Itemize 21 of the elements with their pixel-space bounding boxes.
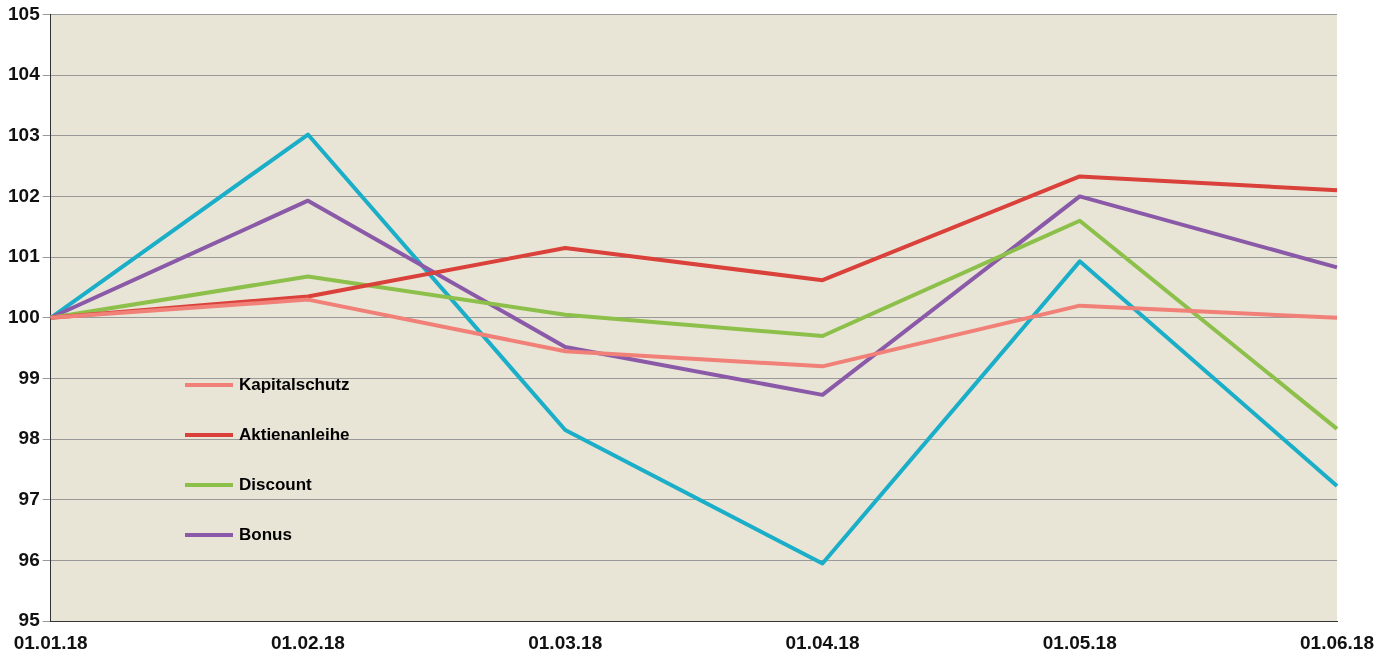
- y-tick-label: 98: [18, 427, 40, 449]
- y-tick-label: 102: [8, 184, 40, 206]
- y-tick-label: 104: [8, 63, 41, 85]
- legend-label: Bonus: [239, 525, 292, 545]
- legend-label: Aktienanleihe: [239, 425, 350, 445]
- y-tick-label: 105: [8, 2, 41, 24]
- y-tick-label: 99: [18, 366, 40, 388]
- y-tick-label: 100: [8, 306, 40, 328]
- legend-label: Discount: [239, 475, 312, 495]
- legend-label: Kapitalschutz: [239, 375, 350, 395]
- y-tick-label: 103: [8, 123, 40, 145]
- x-tick-label: 01.01.18: [13, 631, 88, 653]
- y-tick-label: 97: [18, 488, 40, 510]
- y-tick-label: 101: [8, 245, 41, 267]
- x-tick-label: 01.03.18: [528, 631, 603, 653]
- x-tick-label: 01.06.18: [1300, 631, 1374, 653]
- y-tick-label: 95: [18, 609, 41, 631]
- y-tick-label: 96: [18, 548, 40, 570]
- x-tick-label: 01.04.18: [785, 631, 860, 653]
- x-tick-label: 01.05.18: [1042, 631, 1117, 653]
- x-tick-label: 01.02.18: [270, 631, 345, 653]
